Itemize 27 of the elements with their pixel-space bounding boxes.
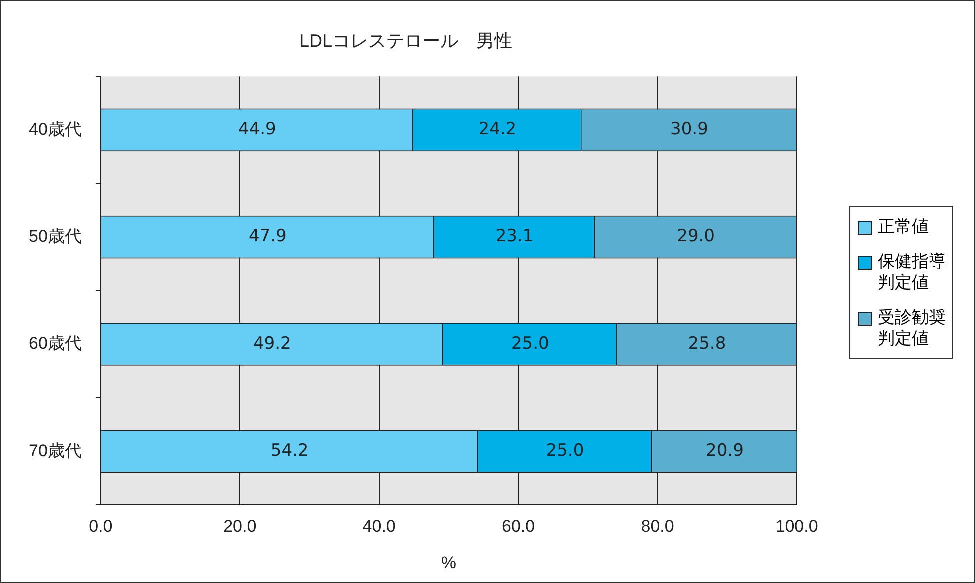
legend-label: 受診勧奨判定値 [878,308,947,350]
y-tick-label: 40歳代 [28,120,82,139]
chart-title: LDLコレステロール 男性 [299,30,513,51]
y-tick-label: 70歳代 [28,441,82,460]
x-tick-label: 40.0 [362,517,396,536]
data-label: 25.0 [546,441,584,462]
x-tick-label: 20.0 [224,517,257,536]
data-label: 24.2 [478,120,517,140]
data-label: 30.9 [670,120,708,140]
data-label: 25.0 [511,334,550,354]
x-tick-label: 100.0 [776,517,818,536]
y-tick-label: 50歳代 [28,227,82,246]
x-tick-label: 60.0 [502,517,536,536]
x-tick-label: 80.0 [641,517,674,536]
data-label: 25.8 [688,334,726,354]
legend-label: 正常値 [878,217,930,238]
data-label: 20.9 [706,441,744,462]
data-label: 23.1 [496,226,534,247]
data-label: 47.9 [248,226,287,247]
legend-label: 保健指導判定値 [878,252,947,294]
data-label: 29.0 [677,226,715,247]
data-label: 44.9 [238,120,276,140]
data-label: 49.2 [253,334,292,354]
y-tick-label: 60歳代 [28,334,82,354]
x-axis-title: % [441,553,457,572]
data-label: 54.2 [270,441,309,462]
x-tick-label: 0.0 [89,517,113,536]
